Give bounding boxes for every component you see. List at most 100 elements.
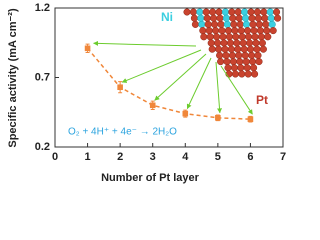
pt-atom [257,33,265,41]
pt-atom [250,27,258,35]
ni-atom [223,20,231,28]
pt-atom [248,14,256,22]
pt-atom [239,39,247,47]
ni-atom [266,8,274,16]
pt-atom [202,8,210,16]
pt-atom [191,20,199,28]
ni-atom [268,20,276,28]
point [182,110,189,117]
chart: Number of Pt layer Specific activity (mA… [7,2,286,184]
pt-atom [264,33,272,41]
ni-atom [243,20,251,28]
pt-atom [273,8,281,16]
x-axis-title: Number of Pt layer [101,172,200,184]
pt-atom [247,45,255,53]
pt-atom [252,39,260,47]
ni-atom [221,8,229,16]
point [149,102,156,109]
pt-atom [226,39,234,47]
arrow [220,65,253,115]
y-axis-title: Specific activity (mA cm⁻²) [7,8,19,148]
ni-atom [242,14,250,22]
arrow [93,40,197,47]
pt-atom [234,8,242,16]
x-tick-label: 7 [280,151,286,163]
pt-atom [228,51,236,59]
pt-atom [218,27,226,35]
pt-atom [236,58,244,66]
pt-atom [247,8,255,16]
pt-atom [242,58,250,66]
pt-atom [229,58,237,66]
pt-atom [224,64,232,72]
pt-atom [263,27,271,35]
x-tick-label: 0 [52,151,58,163]
pt-atom [220,39,228,47]
pt-atom [234,45,242,53]
ni-atom [197,14,205,22]
pt-atom [216,14,224,22]
pt-atom [217,58,225,66]
x-tick-label: 1 [85,151,91,163]
pt-atom [189,8,197,16]
x-tick-label: 5 [215,151,221,163]
pt-atom [231,27,239,35]
pt-atom [258,39,266,47]
pt-atom [256,27,264,35]
pt-atom [231,70,239,78]
pt-atom [219,33,227,41]
pt-atom [274,14,282,22]
pt-atom [237,27,245,35]
pt-atom [244,70,252,78]
pt-atom [253,8,261,16]
pt-atom [183,8,191,16]
pt-atom [251,70,259,78]
arrow [154,53,207,101]
y-tick-label: 0.2 [35,141,50,153]
pt-atom [229,14,237,22]
pt-atom [251,33,259,41]
pt-atom [248,51,256,59]
pt-atom [217,20,225,28]
point [215,115,221,121]
pt-atom [190,14,198,22]
pt-atom [230,20,238,28]
pt-atom [243,64,251,72]
pt-atom [246,39,254,47]
pt-atom [227,45,235,53]
pt-atom [249,20,257,28]
pt-atom [214,39,222,47]
arrow [215,61,223,114]
pt-atom [209,8,217,16]
point [84,45,91,52]
point [117,84,123,91]
pt-atom [255,58,263,66]
pt-atom [207,39,215,47]
ni-atom [198,20,206,28]
pt-atom [228,8,236,16]
pt-atom [225,33,233,41]
arrow [186,57,212,110]
ni-atom [196,8,204,16]
pt-atom [223,58,231,66]
ni-label: Ni [161,10,173,24]
pt-atom [221,45,229,53]
pt-atom [260,8,268,16]
pt-atom [236,20,244,28]
pt-atom [261,14,269,22]
arrows [93,40,253,115]
pt-atom [211,20,219,28]
pt-atom [203,14,211,22]
pt-atom [206,33,214,41]
x-tick-label: 3 [150,151,156,163]
pt-atom [254,51,262,59]
x-tick-label: 2 [117,151,123,163]
trend-line [86,47,251,120]
pt-atom [269,27,277,35]
pt-atom [255,20,263,28]
arrow [121,49,202,83]
pt-atom [205,27,213,35]
pt-atom [213,33,221,41]
pt-atom [235,14,243,22]
pt-label: Pt [256,93,268,107]
